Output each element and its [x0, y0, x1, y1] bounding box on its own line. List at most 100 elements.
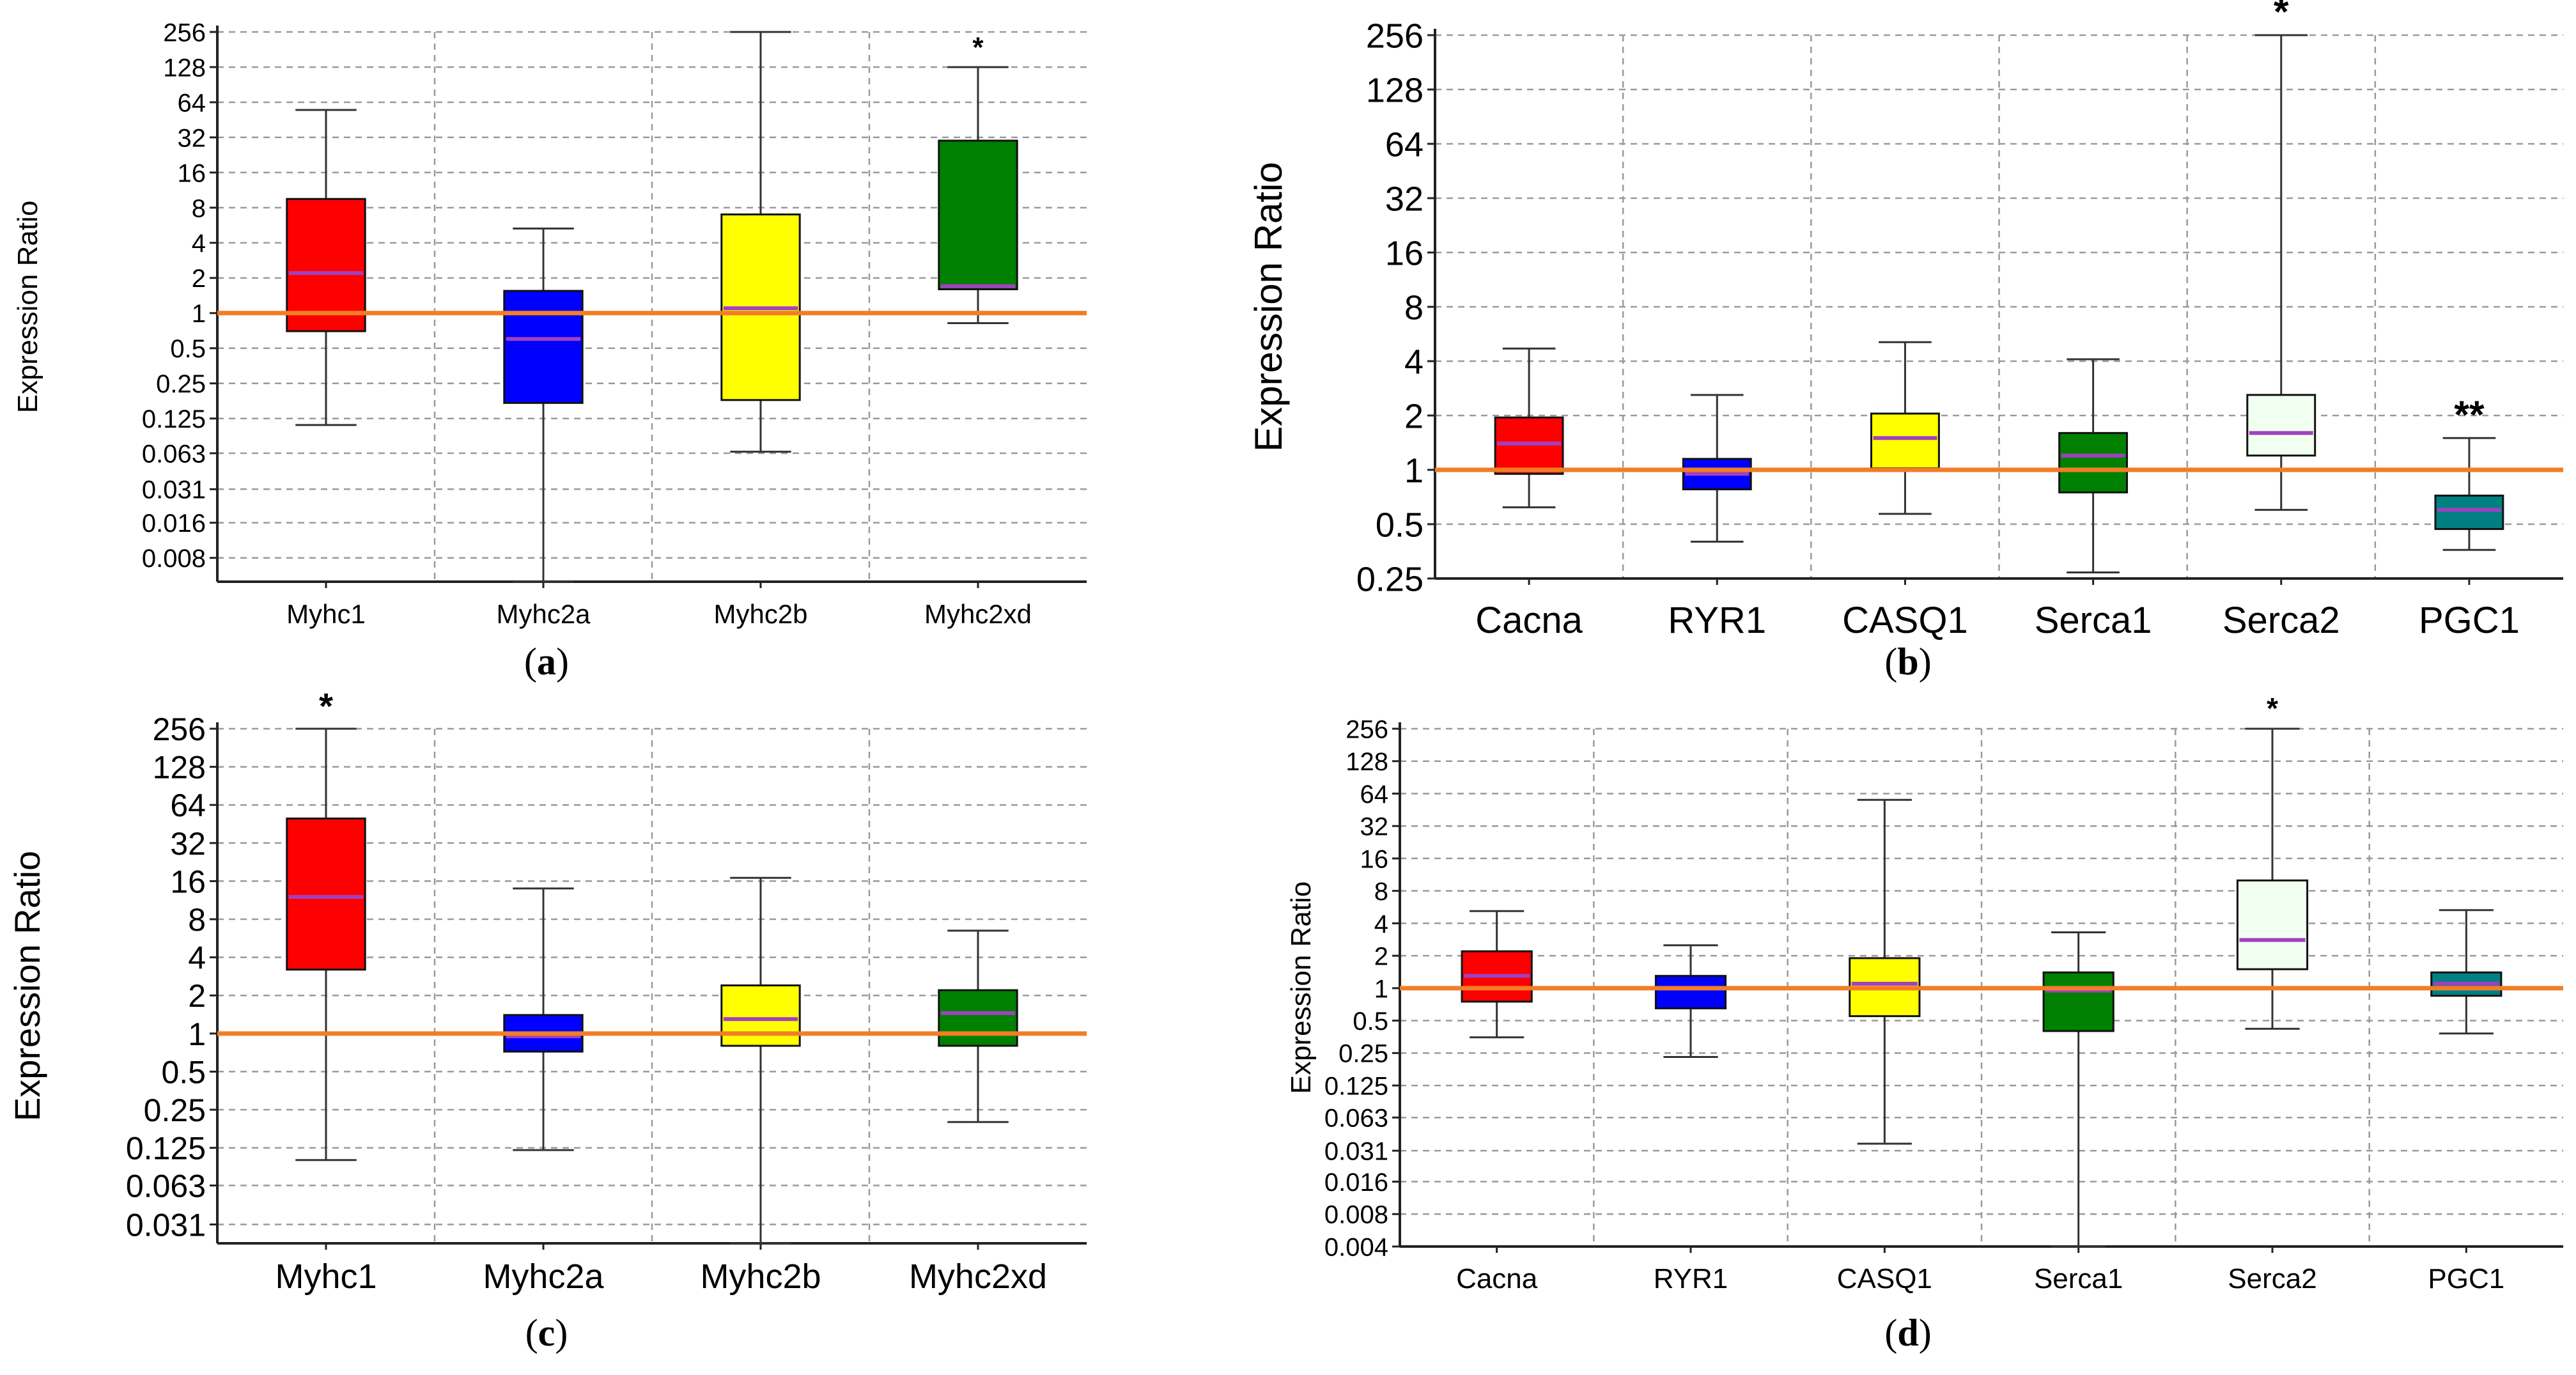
- y-tick-label: 256: [1346, 715, 1388, 743]
- y-tick-label: 16: [1360, 845, 1389, 873]
- box-RYR1: [1682, 394, 1752, 543]
- y-tick-label: 1: [188, 1016, 206, 1052]
- y-tick-label: 0.016: [142, 509, 206, 538]
- iqr-box: [1494, 416, 1564, 475]
- y-tick-label: 0.063: [126, 1169, 206, 1204]
- x-tick-label: Myhc2b: [713, 599, 807, 629]
- chart-panel-a: 256 128 64 32 16 8 4 2 1 0.5 0.25 0.125 0.063 0.031 0.…: [12, 19, 1087, 683]
- x-tick-label: PGC1: [2419, 600, 2520, 641]
- y-tick-label: 0.5: [1376, 506, 1424, 544]
- y-tick-label: 0.063: [142, 440, 206, 468]
- y-tick-label: 4: [1374, 910, 1388, 938]
- box-Cacna: [1461, 910, 1533, 1039]
- x-tick-label: Myhc2a: [483, 1257, 604, 1296]
- y-tick-label: 2: [192, 265, 206, 293]
- y-tick-label: 0.5: [170, 335, 206, 363]
- x-tick-label: PGC1: [2428, 1263, 2504, 1294]
- y-tick-label: 0.125: [126, 1131, 206, 1167]
- box-Myhc1: [286, 109, 366, 426]
- y-tick-label: 1: [192, 300, 206, 328]
- y-tick-label: 0.5: [1353, 1007, 1388, 1036]
- y-tick-label: 128: [1366, 71, 1424, 109]
- y-tick-label: 16: [178, 159, 206, 187]
- iqr-box: [1654, 975, 1727, 1009]
- y-tick-label: 256: [153, 711, 206, 747]
- iqr-box: [938, 989, 1018, 1047]
- y-tick-label: 64: [1360, 781, 1389, 809]
- y-axis-title: Expression Ratio: [1285, 882, 1317, 1094]
- box-Myhc1: *: [286, 687, 366, 1161]
- y-tick-label: 64: [170, 788, 206, 823]
- y-tick-label: 256: [163, 19, 206, 47]
- y-tick-label: 0.031: [142, 476, 206, 504]
- y-tick-label: 32: [170, 826, 206, 862]
- y-tick-label: 32: [1360, 813, 1389, 841]
- y-axis-title: Expression Ratio: [12, 201, 43, 414]
- y-tick-label: 128: [153, 750, 206, 786]
- y-tick-label: 256: [1366, 17, 1424, 55]
- box-Cacna: [1494, 347, 1564, 509]
- iqr-box: [503, 290, 584, 404]
- y-tick-label: 4: [188, 940, 206, 976]
- chart-panel-d: 256 128 64 32 16 8 4 2 1 0.5 0.25 0.125 0.063 0.031 0.…: [1285, 692, 2563, 1354]
- y-tick-label: 8: [188, 902, 206, 938]
- box-PGC1: [2430, 909, 2502, 1035]
- y-tick-label: 0.25: [144, 1092, 206, 1128]
- iqr-box: [1870, 412, 1940, 470]
- panel-caption: (b): [1884, 641, 1931, 683]
- significance-marker: *: [2267, 692, 2278, 725]
- x-tick-label: RYR1: [1668, 600, 1766, 641]
- y-tick-label: 1: [1404, 451, 1424, 490]
- y-tick-label: 64: [178, 89, 206, 117]
- y-tick-label: 0.5: [161, 1054, 206, 1090]
- significance-marker: **: [2454, 392, 2485, 436]
- y-tick-label: 16: [170, 864, 206, 899]
- y-tick-label: 0.031: [1324, 1138, 1388, 1166]
- x-tick-label: CASQ1: [1842, 600, 1968, 641]
- box-PGC1: **: [2434, 392, 2504, 551]
- significance-marker: *: [319, 687, 333, 727]
- y-tick-label: 2: [188, 978, 206, 1014]
- y-tick-label: 0.25: [1338, 1040, 1388, 1068]
- box-Myhc2b: [720, 876, 801, 1245]
- y-tick-label: 32: [1385, 180, 1424, 218]
- y-tick-label: 8: [1374, 878, 1388, 906]
- iqr-box: [2246, 394, 2316, 457]
- y-tick-label: 0.016: [1324, 1169, 1388, 1197]
- y-tick-label: 128: [163, 54, 206, 82]
- y-tick-label: 2: [1404, 397, 1424, 435]
- significance-marker: *: [972, 32, 984, 63]
- x-tick-label: Cacna: [1475, 600, 1583, 641]
- iqr-box: [286, 198, 366, 332]
- box-RYR1: [1654, 944, 1727, 1058]
- x-tick-label: Serca2: [2223, 600, 2340, 641]
- y-tick-label: 0.063: [1324, 1105, 1388, 1133]
- y-axis-title: Expression Ratio: [7, 851, 47, 1121]
- y-tick-label: 1: [1374, 975, 1388, 1003]
- box-Myhc2a: [503, 228, 584, 583]
- x-tick-label: CASQ1: [1837, 1263, 1932, 1294]
- y-tick-label: 16: [1385, 234, 1424, 272]
- x-tick-label: RYR1: [1654, 1263, 1728, 1294]
- box-CASQ1: [1849, 798, 1921, 1145]
- y-tick-label: 32: [178, 124, 206, 152]
- box-Myhc2b: [720, 31, 801, 453]
- x-tick-label: Myhc2b: [700, 1257, 821, 1296]
- iqr-box: [938, 139, 1018, 291]
- box-CASQ1: [1870, 341, 1940, 515]
- y-tick-label: 0.008: [142, 545, 206, 573]
- y-tick-label: 0.008: [1324, 1201, 1388, 1229]
- iqr-box: [2236, 879, 2309, 970]
- y-tick-label: 8: [192, 194, 206, 222]
- y-tick-label: 64: [1385, 125, 1424, 164]
- box-Myhc2xd: *: [938, 32, 1018, 325]
- significance-marker: *: [2274, 0, 2289, 33]
- x-tick-label: Serca2: [2228, 1263, 2316, 1294]
- x-tick-label: Serca1: [2035, 600, 2152, 641]
- box-Myhc2a: [503, 887, 584, 1151]
- box-Serca2: *: [2236, 692, 2309, 1030]
- panel-caption: (c): [525, 1312, 568, 1354]
- iqr-box: [2042, 971, 2114, 1032]
